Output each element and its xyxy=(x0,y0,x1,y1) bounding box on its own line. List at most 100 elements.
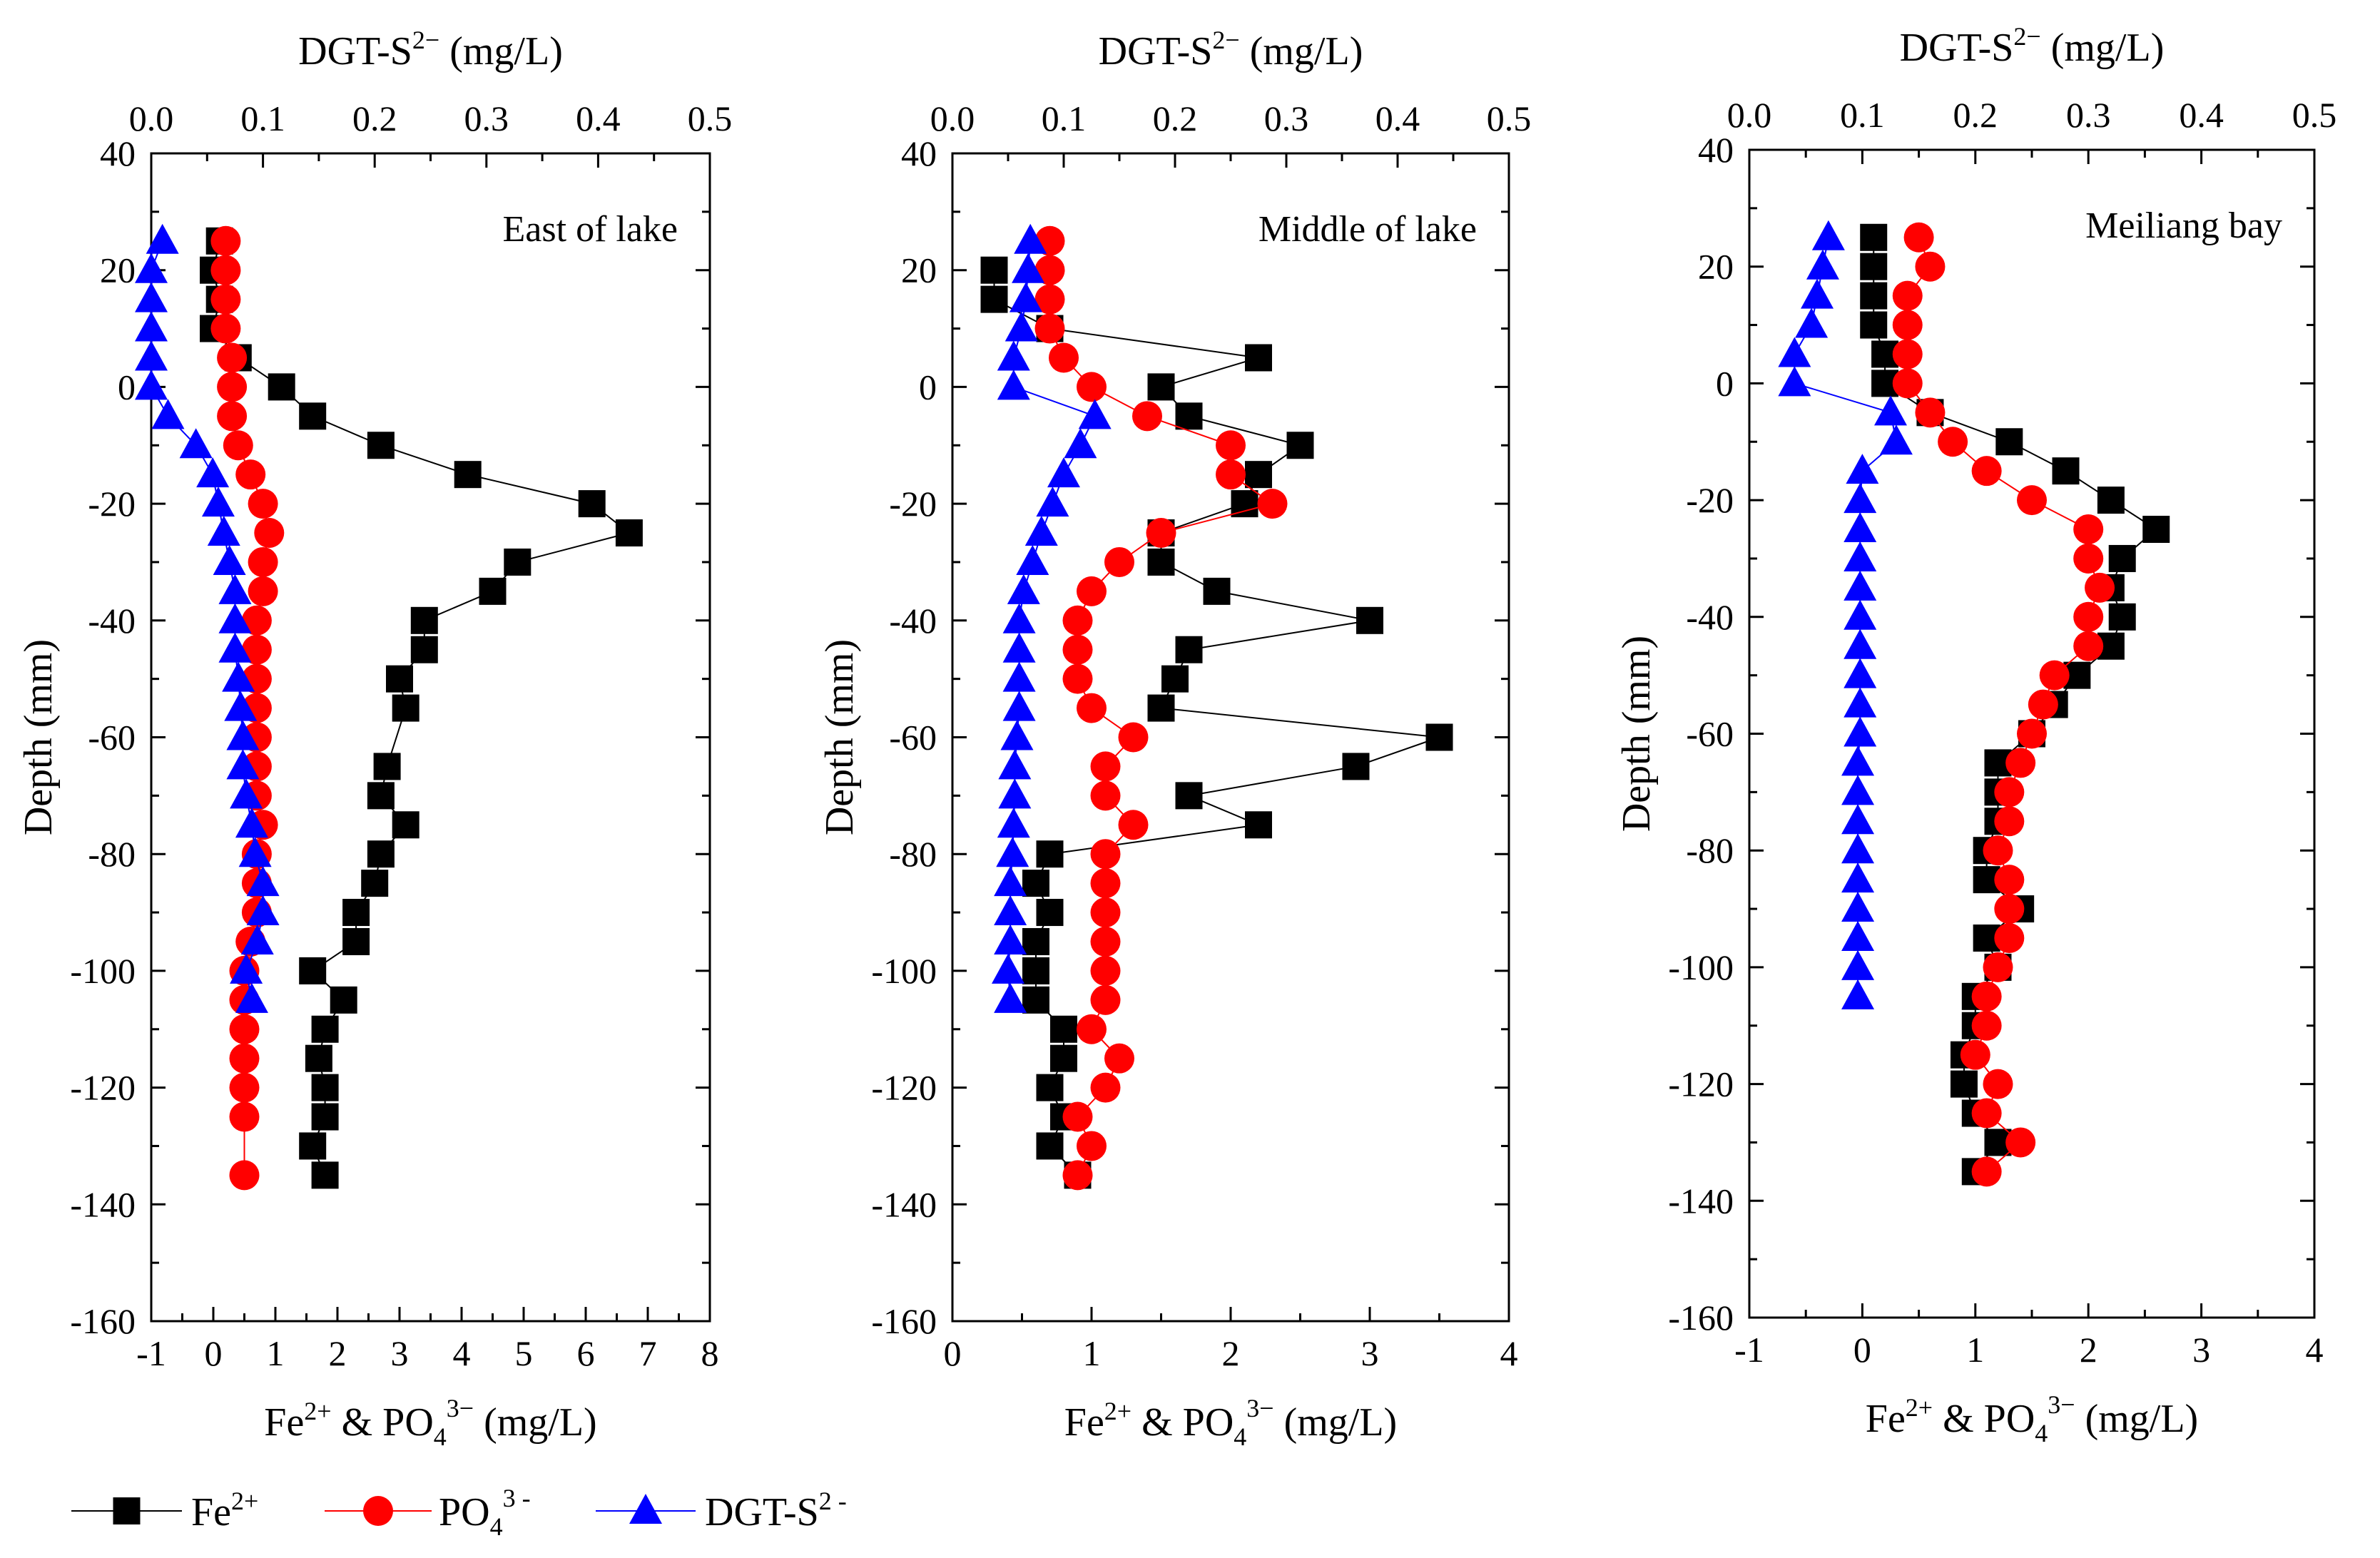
fe-point xyxy=(1022,957,1049,984)
panel-title: East of lake xyxy=(503,209,678,250)
y-tick-label: -80 xyxy=(889,834,937,874)
s-point xyxy=(135,282,168,312)
s-point xyxy=(222,661,255,692)
fe-point xyxy=(1950,1070,1978,1098)
fe-point xyxy=(392,811,419,839)
po4-point xyxy=(1034,313,1065,344)
po4-point xyxy=(1938,427,1968,457)
top-tick-label: 0.4 xyxy=(1375,98,1420,138)
fe-point xyxy=(454,461,482,489)
s-point xyxy=(1841,775,1875,805)
po4-point xyxy=(1077,693,1107,723)
fe-point xyxy=(1036,1074,1064,1101)
po4-point xyxy=(1090,780,1121,811)
s-point xyxy=(1811,220,1845,250)
fe-point xyxy=(479,577,507,605)
po4-point xyxy=(1983,952,2013,982)
series-fe xyxy=(200,227,643,1189)
po4-point xyxy=(210,284,241,315)
po4-point xyxy=(248,489,278,519)
fe-point xyxy=(311,1015,339,1043)
fe-point xyxy=(504,548,532,576)
fe-point xyxy=(1203,577,1231,605)
po4-point xyxy=(1132,401,1162,432)
bottom-tick-label: 8 xyxy=(701,1333,719,1373)
fe-point xyxy=(1036,840,1064,868)
s-point xyxy=(196,457,230,488)
y-axis-title: Depth (mm) xyxy=(818,639,862,835)
po4-point xyxy=(248,576,278,606)
top-tick-label: 0.1 xyxy=(1840,95,1885,135)
fe-point xyxy=(311,1161,339,1189)
po4-point xyxy=(254,518,285,549)
po4-point xyxy=(210,313,241,344)
s-point xyxy=(207,516,240,546)
fe-point xyxy=(1860,282,1888,310)
s-point xyxy=(224,691,258,721)
po4-point xyxy=(2005,1127,2036,1158)
s-point xyxy=(1844,658,1877,688)
s-point xyxy=(1844,541,1877,571)
y-tick-label: 20 xyxy=(901,250,937,290)
s-point xyxy=(1841,745,1875,776)
s-point xyxy=(997,340,1030,371)
fe-point xyxy=(2097,487,2125,514)
po4-point xyxy=(1994,777,2025,808)
po4-point xyxy=(1118,722,1149,753)
series-po4 xyxy=(1892,222,2115,1187)
legend-s-marker xyxy=(629,1494,662,1524)
s-point xyxy=(1778,337,1811,367)
fe-point xyxy=(1860,311,1888,339)
bottom-tick-label: 3 xyxy=(1361,1333,1379,1373)
panel-1: -1 0 1 2 3 4 5 6 7 8 0.0 0.1 0.2 0.3 0.4 0.5 40 20 0 -20 -40… xyxy=(16,26,732,1451)
panel-3: -1 0 1 2 3 4 0.0 0.1 0.2 0.3 0.4 0.5 40 20 0 -20 -40 -60 -… xyxy=(1614,22,2336,1447)
fe-point xyxy=(330,986,357,1014)
top-tick-label: 0.5 xyxy=(2292,95,2337,135)
fe-point xyxy=(1342,753,1370,780)
s-point xyxy=(1002,691,1036,721)
fe-point xyxy=(578,490,606,518)
fe-point xyxy=(299,402,327,430)
po4-point xyxy=(1971,456,2002,487)
s-point xyxy=(1841,862,1875,893)
series-fe xyxy=(980,256,1453,1189)
fe-point xyxy=(1036,899,1064,927)
fe-point xyxy=(1161,665,1189,693)
s-point xyxy=(1078,399,1112,429)
fe-point xyxy=(1022,870,1049,897)
po4-point xyxy=(1971,1010,2002,1041)
bottom-tick-label: 4 xyxy=(1500,1333,1518,1373)
y-tick-label: -100 xyxy=(70,951,136,991)
y-tick-label: 40 xyxy=(901,133,937,173)
po4-point xyxy=(1994,806,2025,837)
po4-point xyxy=(235,459,266,490)
y-tick-label: -140 xyxy=(871,1184,937,1224)
s-point xyxy=(1844,628,1877,659)
s-point xyxy=(1012,253,1045,283)
bottom-tick-label: -1 xyxy=(136,1333,166,1373)
s-point xyxy=(235,808,268,838)
bottom-tick-label: 4 xyxy=(2306,1330,2324,1370)
s-point xyxy=(1002,661,1036,692)
po4-point xyxy=(1994,865,2025,895)
po4-point xyxy=(1994,922,2025,953)
fe-point xyxy=(311,1074,339,1101)
top-tick-label: 0.4 xyxy=(2179,95,2224,135)
s-point xyxy=(146,223,179,254)
fe-point xyxy=(1022,986,1049,1014)
po4-point xyxy=(1915,251,1946,282)
s-point xyxy=(1778,366,1811,397)
top-tick-label: 0.2 xyxy=(352,98,397,138)
fe-point xyxy=(367,840,395,868)
po4-point xyxy=(1971,1098,2002,1129)
panel-2: 0 1 2 3 4 0.0 0.1 0.2 0.3 0.4 0.5 40 20 0 -20 -40 -60 -80… xyxy=(818,26,1531,1451)
series-po4 xyxy=(1034,225,1288,1191)
po4-point xyxy=(248,546,278,577)
po4-point xyxy=(241,605,272,636)
po4-point xyxy=(1062,1160,1093,1191)
fe-point xyxy=(2052,457,2080,485)
fe-point xyxy=(1050,1015,1077,1043)
s-point xyxy=(1005,311,1038,342)
fe-point xyxy=(1356,606,1383,634)
y-tick-label: -80 xyxy=(88,834,136,874)
